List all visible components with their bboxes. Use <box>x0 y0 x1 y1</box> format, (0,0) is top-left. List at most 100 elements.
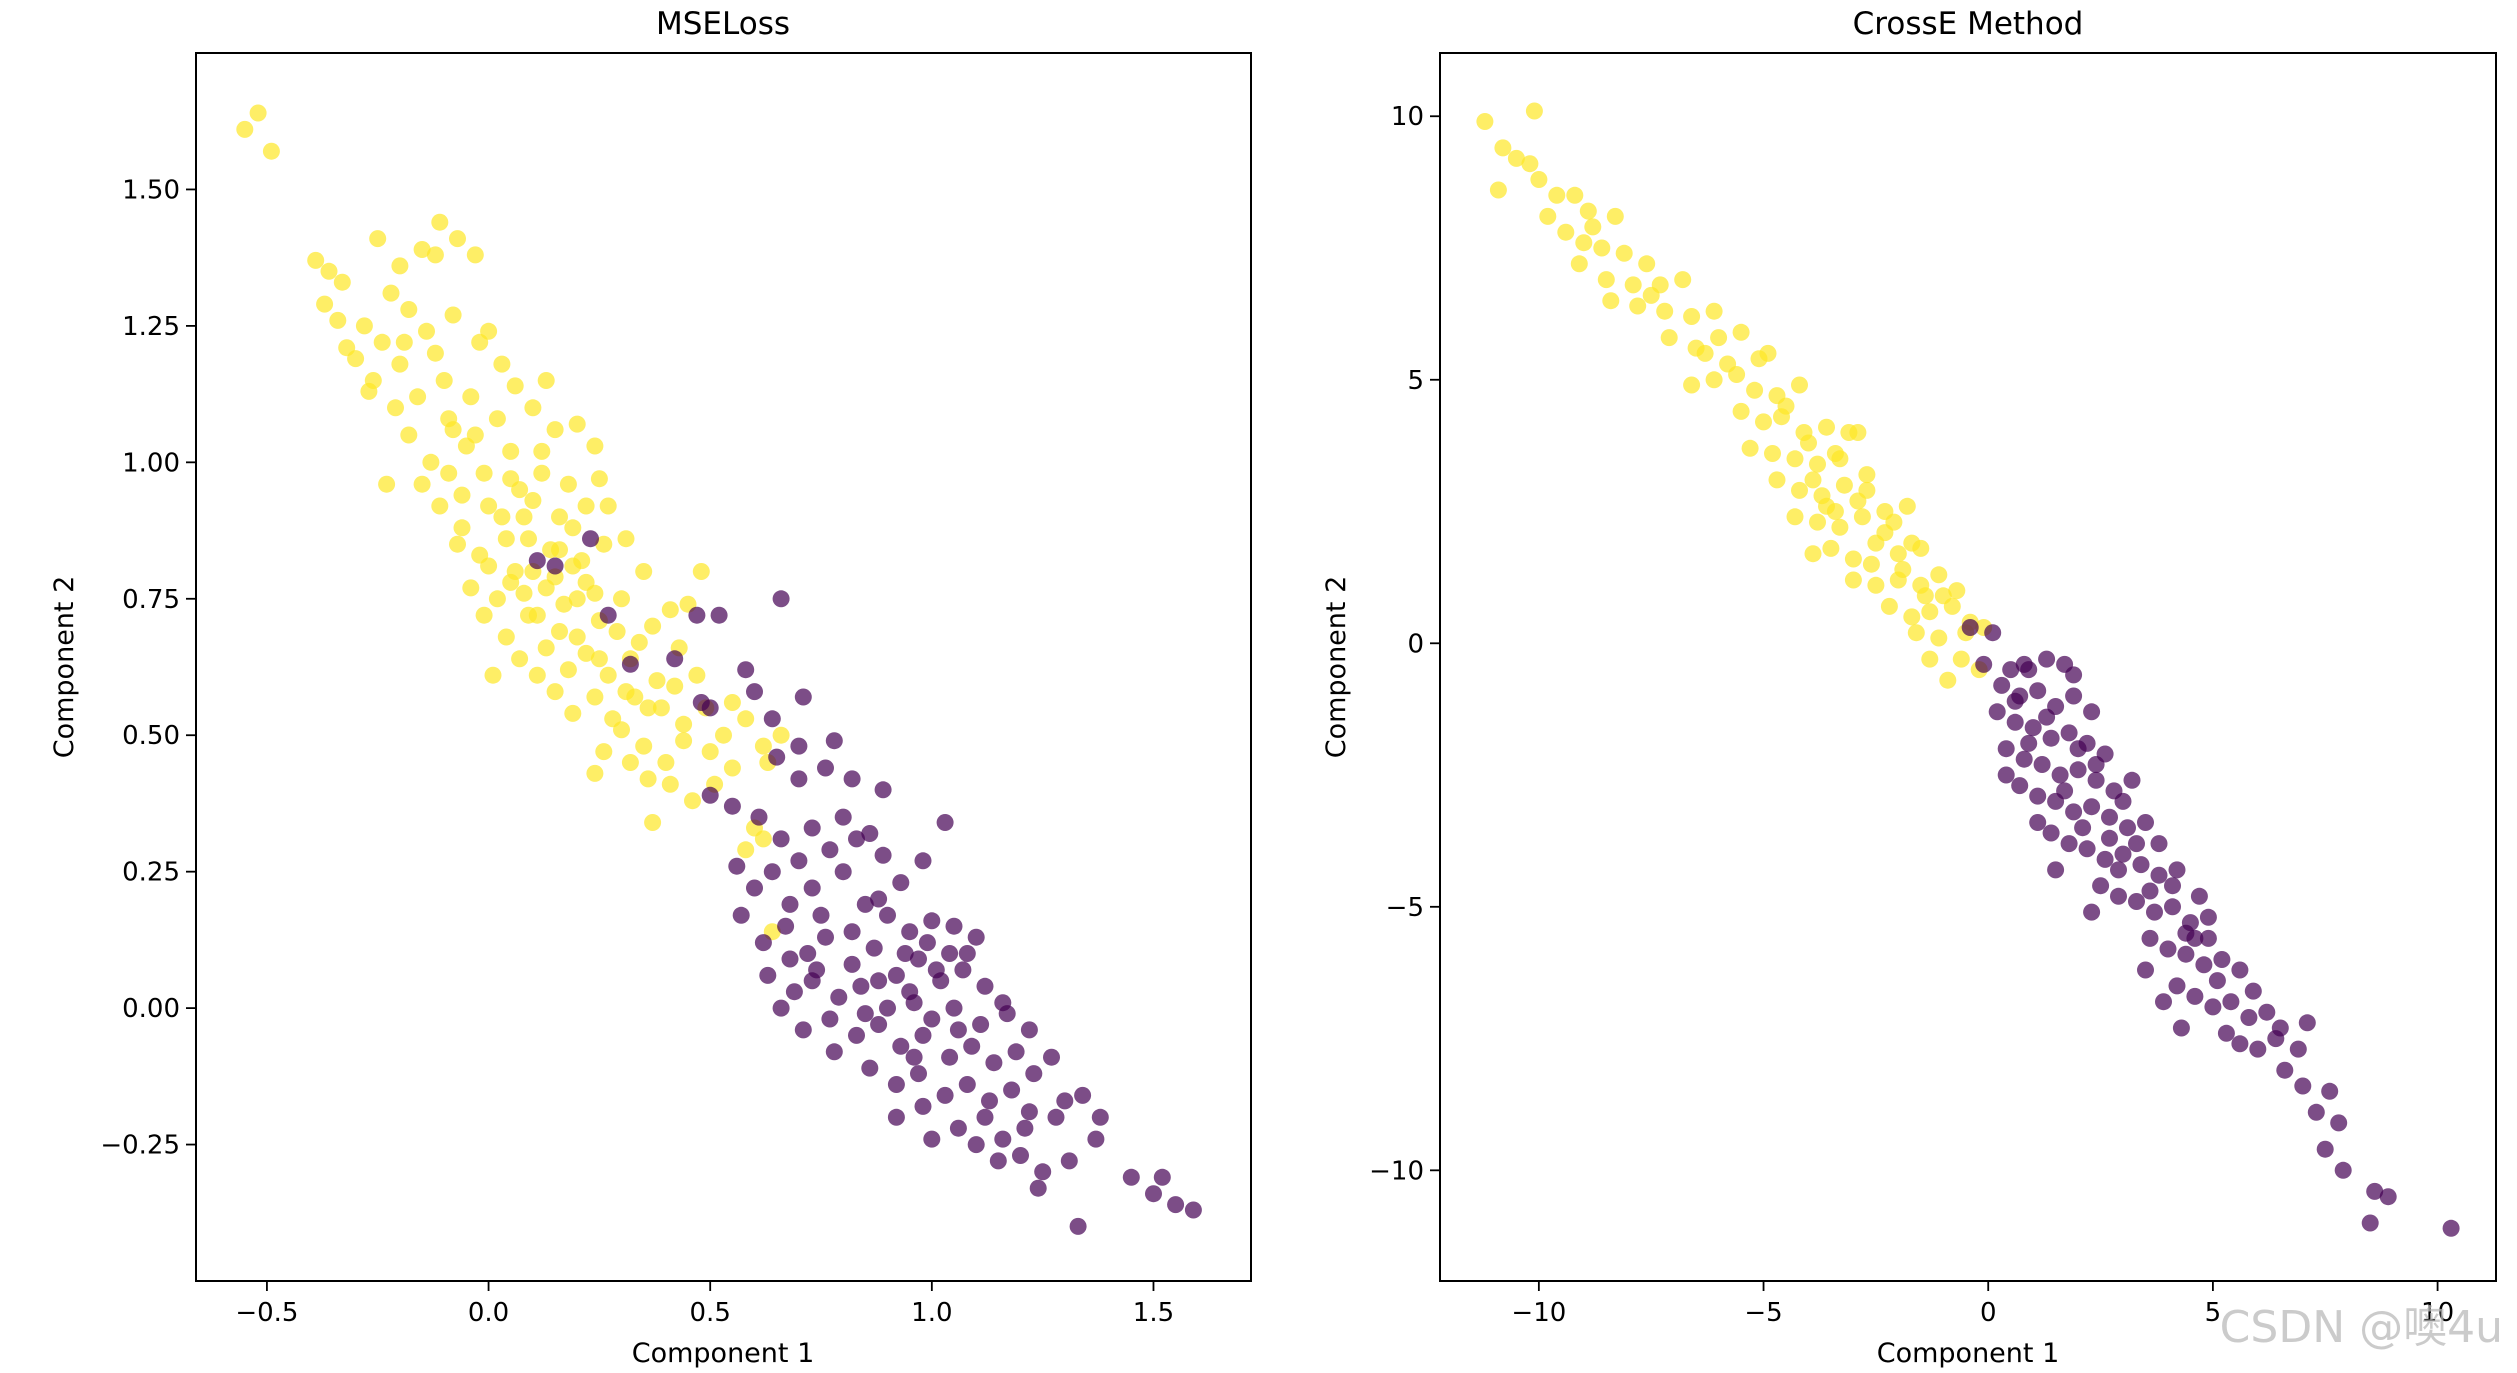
crosse-point-s1-36 <box>2042 824 2060 842</box>
mseloss-point-s1-26 <box>803 819 821 837</box>
mseloss-point-s1-43 <box>945 917 963 935</box>
mseloss-point-s1-29 <box>874 846 892 864</box>
mseloss-point-s1-46 <box>754 934 772 952</box>
crosse-point-s1-42 <box>2150 866 2168 884</box>
mseloss-point-s0-87 <box>511 650 529 668</box>
crosse-point-s0-23 <box>1629 297 1647 315</box>
mseloss-point-s0-72 <box>577 644 595 662</box>
mseloss-xtick-label-2: 0.5 <box>690 1298 731 1328</box>
mseloss-point-s1-88 <box>1020 1103 1038 1121</box>
mseloss-point-s1-99 <box>923 1130 941 1148</box>
crosse-point-s0-17 <box>1570 255 1588 273</box>
mseloss-point-s0-4 <box>320 262 338 280</box>
mseloss-ytick-label-3: 0.50 <box>122 721 180 751</box>
mseloss-point-s0-119 <box>466 426 484 444</box>
crosse-point-s1-90 <box>2101 829 2118 847</box>
crosse-point-s0-57 <box>1853 508 1871 526</box>
mseloss-point-s0-130 <box>652 699 670 717</box>
mseloss-point-s0-30 <box>400 426 418 444</box>
crosse-point-s1-27 <box>2123 771 2141 789</box>
crosse-point-s1-92 <box>2038 708 2056 726</box>
mseloss-point-s1-45 <box>732 906 750 924</box>
crosse-subplot: CrossE Method −10 −5 0 5 10 −10 −5 0 5 10 Compone… <box>1321 6 2497 1369</box>
crosse-point-s1-91 <box>2020 734 2038 752</box>
mseloss-point-s0-29 <box>378 475 396 493</box>
mseloss-point-s1-56 <box>976 977 994 995</box>
mseloss-point-s1-131 <box>905 1048 923 1066</box>
crosse-point-s1-54 <box>2195 956 2213 974</box>
mseloss-point-s0-5 <box>333 273 351 291</box>
mseloss-point-s1-91 <box>914 1097 932 1115</box>
mseloss-point-s0-56 <box>595 535 613 553</box>
crosse-point-s0-98 <box>1777 397 1795 415</box>
crosse-point-s0-5 <box>1489 181 1507 199</box>
crosse-point-s1-46 <box>2128 893 2145 910</box>
mseloss-point-s1-44 <box>958 945 976 962</box>
mseloss-point-s1-120 <box>790 852 808 870</box>
crosse-point-s1-11 <box>2065 687 2083 705</box>
crosse-ytick-label-3: 5 <box>1407 366 1424 396</box>
mseloss-point-s1-126 <box>994 994 1012 1012</box>
mseloss-point-s0-136 <box>555 595 573 613</box>
mseloss-point-s0-71 <box>559 661 577 679</box>
mseloss-point-s1-0 <box>528 552 546 570</box>
crosse-point-s1-77 <box>2298 1014 2316 1032</box>
mseloss-point-s1-18 <box>817 759 834 777</box>
crosse-point-s1-48 <box>2164 898 2181 916</box>
mseloss-point-s0-23 <box>444 306 462 324</box>
mseloss-point-s0-151 <box>426 344 444 362</box>
crosse-point-s0-2 <box>1494 139 1512 157</box>
mseloss-point-s1-37 <box>803 879 821 897</box>
mseloss-point-s0-89 <box>595 743 613 761</box>
mseloss-point-s1-36 <box>781 895 799 913</box>
crosse-point-s0-21 <box>1674 271 1692 289</box>
mseloss-point-s1-55 <box>954 961 972 979</box>
mseloss-point-s0-0 <box>249 104 267 122</box>
crosse-point-s0-101 <box>1849 492 1867 510</box>
mseloss-point-s1-8 <box>688 606 706 624</box>
mseloss-point-s1-15 <box>790 737 808 755</box>
crosse-point-s0-10 <box>1606 207 1624 225</box>
mseloss-point-s1-10 <box>772 590 790 608</box>
crosse-point-s1-94 <box>2087 756 2105 773</box>
crosse-point-s1-101 <box>2271 1019 2289 1037</box>
mseloss-point-s0-127 <box>630 633 648 651</box>
crosse-point-s0-94 <box>1750 350 1768 368</box>
mseloss-ytick-label-6: 1.25 <box>122 312 180 342</box>
mseloss-point-s1-41 <box>901 923 919 941</box>
crosse-point-s1-53 <box>2177 945 2195 963</box>
crosse-point-s0-80 <box>1952 650 1970 668</box>
mseloss-point-s0-118 <box>493 508 511 526</box>
mseloss-point-s1-65 <box>945 999 963 1017</box>
crosse-point-s0-56 <box>1831 518 1849 536</box>
crosse-point-s0-29 <box>1710 329 1728 347</box>
mseloss-point-s1-14 <box>794 688 812 706</box>
mseloss-point-s0-144 <box>639 699 657 717</box>
mseloss-point-s0-15 <box>382 284 400 302</box>
mseloss-title: MSELoss <box>656 6 790 42</box>
crosse-point-s0-11 <box>1539 207 1557 225</box>
crosse-point-s0-27 <box>1660 329 1678 347</box>
mseloss-point-s0-78 <box>692 563 710 580</box>
crosse-point-s1-24 <box>2069 761 2087 779</box>
crosse-point-s0-76 <box>1907 624 1925 642</box>
crosse-point-s1-109 <box>2020 661 2038 679</box>
mseloss-point-s0-13 <box>466 246 484 264</box>
mseloss-point-s0-153 <box>355 317 373 335</box>
mseloss-point-s0-83 <box>586 688 604 706</box>
crosse-ticks: −10 −5 0 5 10 −10 −5 0 5 10 <box>1369 102 2454 1328</box>
mseloss-point-s1-115 <box>896 945 914 962</box>
crosse-point-s0-18 <box>1597 271 1615 289</box>
mseloss-point-s1-107 <box>1145 1185 1162 1203</box>
mseloss-point-s1-92 <box>949 1119 967 1137</box>
crosse-point-s1-97 <box>2164 877 2181 895</box>
mseloss-point-s1-19 <box>825 732 843 750</box>
mseloss-point-s0-139 <box>440 464 458 482</box>
mseloss-point-s1-34 <box>746 879 763 897</box>
mseloss-point-s1-69 <box>794 1021 812 1039</box>
mseloss-point-s0-149 <box>515 584 533 602</box>
mseloss-point-s0-80 <box>648 672 666 690</box>
mseloss-point-s0-55 <box>564 519 582 537</box>
mseloss-point-s1-133 <box>781 950 799 968</box>
mseloss-point-s0-17 <box>373 333 391 351</box>
